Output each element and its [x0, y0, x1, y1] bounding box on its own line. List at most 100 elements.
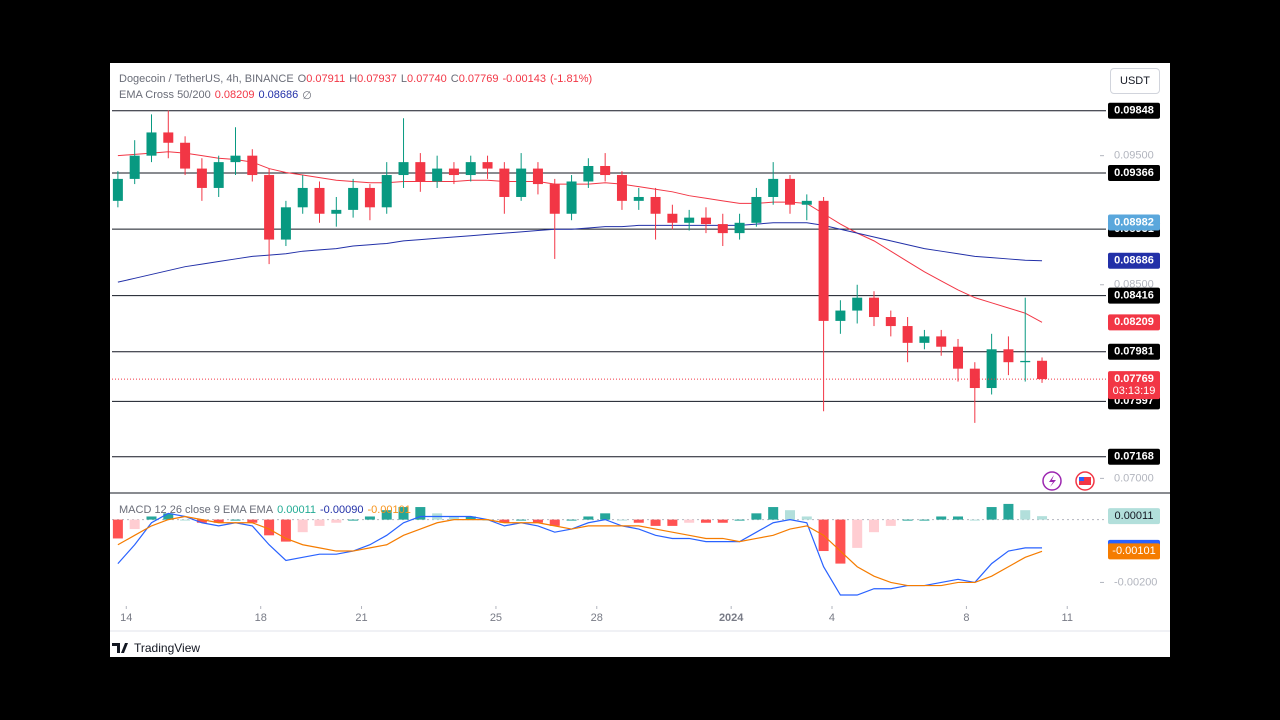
macd-histogram-bar — [314, 519, 325, 526]
alert-bolt — [1049, 475, 1056, 487]
hist-tag-bg — [1108, 508, 1160, 525]
macd-histogram-bar — [936, 516, 947, 520]
macd-histogram-bar — [230, 519, 241, 521]
macd-histogram-bar — [969, 519, 980, 521]
candle-body — [835, 310, 846, 321]
y-tick-label: 0.09500 — [1114, 150, 1154, 162]
macd-histogram-bar — [953, 516, 964, 520]
flag-icon[interactable] — [1075, 471, 1095, 491]
macd-name[interactable]: MACD 12 26 close 9 EMA EMA — [119, 504, 274, 516]
candle-body — [667, 213, 678, 223]
candle-body — [213, 162, 224, 188]
macd-histogram-bar — [196, 519, 207, 523]
macd-histogram-bar — [835, 519, 846, 564]
macd-histogram-bar — [566, 519, 577, 521]
macd-histogram-bar — [129, 519, 140, 530]
ema-na: ∅ — [302, 90, 312, 102]
macd-histogram-bar — [247, 519, 258, 523]
candle-body — [532, 168, 543, 185]
currency-button[interactable]: USDT — [1110, 68, 1160, 94]
high-value: 0.07937 — [357, 73, 397, 85]
level-tag: 0.07168 — [1114, 451, 1154, 463]
ohlc-legend: Dogecoin / TetherUS, 4h, BINANCE O 0.0791… — [119, 73, 592, 85]
ema-line — [117, 151, 1043, 323]
macd-value: -0.00090 — [320, 504, 364, 516]
candle-body — [516, 168, 527, 197]
candle-body — [482, 162, 493, 169]
candle-body — [633, 196, 644, 201]
macd-histogram-bar — [869, 519, 880, 533]
candle-body — [801, 200, 812, 205]
candle-body — [852, 297, 863, 311]
level-tag-bg — [1108, 102, 1160, 119]
macd-histogram-bar — [516, 519, 527, 521]
candle-body — [986, 349, 997, 389]
macd-histogram-bar — [381, 510, 392, 520]
high-key: H — [349, 73, 358, 85]
x-tick-label: 14 — [120, 612, 132, 624]
x-tick-label: 25 — [490, 612, 502, 624]
candle-body — [331, 209, 342, 214]
macd-histogram-bar — [616, 519, 627, 521]
candle-body — [415, 162, 426, 182]
macd-histogram-bar — [650, 519, 661, 526]
open-value: 0.07911 — [306, 73, 346, 85]
candle-body — [432, 168, 443, 182]
candle-body — [566, 181, 577, 214]
macd-histogram-bar — [146, 516, 157, 520]
candle-body — [448, 168, 459, 176]
level-tag: 0.09366 — [1114, 167, 1154, 179]
macd-histogram-bar — [600, 513, 611, 520]
candle-body — [297, 187, 308, 208]
candle-body — [465, 162, 476, 176]
macd-histogram-bar — [163, 513, 174, 520]
macd-histogram-bar — [885, 519, 896, 526]
level-tag: 0.07981 — [1114, 346, 1154, 358]
candle-body — [885, 317, 896, 327]
macd-histogram-bar — [549, 519, 560, 526]
level-tag-bg — [1108, 343, 1160, 360]
ema-fast: 0.08209 — [214, 89, 255, 101]
signal-tag-bg — [1108, 543, 1160, 560]
last-price-tag-bg — [1108, 371, 1160, 400]
candle-body — [247, 155, 258, 176]
candle-body — [499, 168, 510, 197]
level-tag: 0.08416 — [1114, 290, 1154, 302]
ema-line — [117, 222, 1043, 283]
macd-histogram-bar — [633, 519, 644, 523]
candle-body — [381, 175, 392, 208]
ema-slow-tag: 0.08686 — [1114, 255, 1154, 267]
candle-body — [264, 175, 275, 240]
candle-body — [902, 326, 913, 343]
ema-fast-tag-bg — [1108, 314, 1160, 331]
hist-tag: 0.00011 — [1115, 510, 1154, 522]
macd-histogram-bar — [684, 519, 695, 523]
ema-name[interactable]: EMA Cross 50/200 — [119, 89, 211, 101]
macd-histogram-bar — [667, 519, 678, 526]
symbol[interactable]: Dogecoin / TetherUS, 4h, BINANCE — [119, 73, 294, 85]
macd-histogram-bar — [1020, 510, 1031, 520]
alert-icon[interactable] — [1042, 471, 1062, 491]
candle-body — [280, 207, 291, 240]
candle-body — [818, 200, 829, 321]
low-value: 0.07740 — [407, 73, 447, 85]
candle-body — [314, 187, 325, 214]
ema-fast-tag: 0.08209 — [1114, 316, 1154, 328]
macd-histogram-bar — [717, 519, 728, 523]
macd-histogram-bar — [112, 519, 123, 539]
candle-body — [751, 196, 762, 223]
macd-histogram-bar — [180, 519, 191, 521]
macd-histogram-bar — [768, 507, 779, 520]
macd-hist-value: 0.00011 — [277, 504, 317, 516]
x-tick-label: 4 — [829, 612, 835, 624]
candle-body — [230, 155, 241, 163]
macd-y-tick-label: -0.00200 — [1114, 576, 1157, 588]
macd-histogram-bar — [986, 507, 997, 520]
candle-body — [869, 297, 880, 318]
candle-body — [348, 187, 359, 210]
x-tick-label: 8 — [963, 612, 969, 624]
candle-body — [717, 224, 728, 234]
candle-body — [734, 222, 745, 234]
